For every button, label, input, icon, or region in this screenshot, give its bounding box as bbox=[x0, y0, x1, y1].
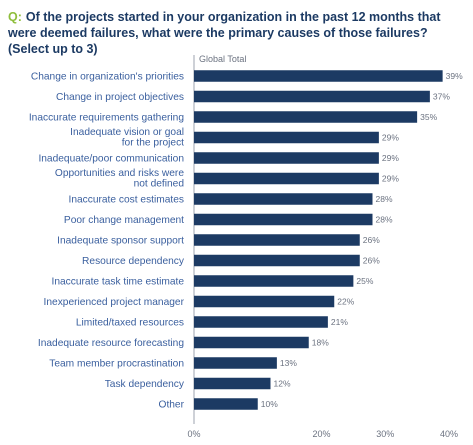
x-tick-label: 40% bbox=[440, 429, 458, 439]
bar bbox=[194, 254, 360, 267]
category-label: Change in organization's priorities bbox=[31, 72, 184, 83]
bar bbox=[194, 377, 271, 390]
data-label: 39% bbox=[446, 71, 463, 81]
category-label: Inadequate resource forecasting bbox=[38, 338, 184, 349]
bar bbox=[194, 172, 379, 185]
category-label-line: not defined bbox=[134, 179, 185, 190]
bar bbox=[194, 193, 373, 205]
bar bbox=[194, 398, 258, 410]
category-label: Inadequate vision or goal for the project bbox=[70, 127, 184, 149]
bar bbox=[194, 90, 430, 103]
category-label: Opportunities and risks were not defined bbox=[55, 168, 184, 190]
bar bbox=[194, 111, 418, 123]
category-label: Other bbox=[159, 400, 185, 411]
data-label: 21% bbox=[331, 317, 348, 327]
x-tick-label: 30% bbox=[376, 429, 394, 439]
bar bbox=[194, 295, 335, 308]
data-label: 37% bbox=[433, 92, 450, 102]
category-label-line: Opportunities and risks were bbox=[55, 168, 184, 179]
data-label: 10% bbox=[261, 399, 278, 409]
data-label: 29% bbox=[382, 153, 399, 163]
category-label: Inexperienced project manager bbox=[44, 297, 185, 308]
category-label-line: Inadequate vision or goal bbox=[70, 127, 184, 138]
data-label: 29% bbox=[382, 133, 399, 143]
data-label: 26% bbox=[363, 235, 380, 245]
category-label-line: for the project bbox=[122, 138, 184, 149]
data-label: 29% bbox=[382, 174, 399, 184]
data-label: 18% bbox=[312, 338, 329, 348]
category-label: Resource dependency bbox=[82, 256, 185, 267]
category-label: Inadequate sponsor support bbox=[57, 236, 184, 247]
category-label: Inadequate/poor communication bbox=[38, 154, 184, 165]
data-label: 26% bbox=[363, 256, 380, 266]
data-label: 25% bbox=[356, 276, 373, 286]
category-label: Poor change management bbox=[64, 215, 184, 226]
bar bbox=[194, 275, 354, 287]
series-label: Global Total bbox=[199, 54, 246, 64]
data-label: 35% bbox=[420, 112, 437, 122]
bar bbox=[194, 70, 443, 82]
category-label: Task dependency bbox=[105, 379, 185, 390]
bar bbox=[194, 316, 328, 328]
category-label: Inaccurate requirements gathering bbox=[29, 113, 184, 124]
x-tick-label: 0% bbox=[187, 429, 200, 439]
data-label: 28% bbox=[376, 215, 393, 225]
category-label: Limited/taxed resources bbox=[76, 318, 184, 329]
data-label: 22% bbox=[337, 297, 354, 307]
question-prefix: Q: bbox=[8, 10, 22, 24]
category-label: Change in project objectives bbox=[56, 92, 184, 103]
question-text: Of the projects started in your organiza… bbox=[8, 10, 441, 56]
chart-title: Q: Of the projects started in your organi… bbox=[8, 9, 468, 57]
category-label: Inaccurate task time estimate bbox=[52, 277, 185, 288]
data-label: 13% bbox=[280, 358, 297, 368]
category-label: Team member procrastination bbox=[49, 359, 184, 370]
data-label: 28% bbox=[376, 194, 393, 204]
bar bbox=[194, 357, 277, 369]
data-label: 12% bbox=[274, 379, 291, 389]
bar bbox=[194, 131, 379, 144]
bar bbox=[194, 336, 309, 349]
bar bbox=[194, 234, 360, 246]
category-label: Inaccurate cost estimates bbox=[68, 195, 184, 206]
bar bbox=[194, 213, 373, 226]
x-tick-label: 20% bbox=[312, 429, 330, 439]
bar bbox=[194, 152, 379, 164]
